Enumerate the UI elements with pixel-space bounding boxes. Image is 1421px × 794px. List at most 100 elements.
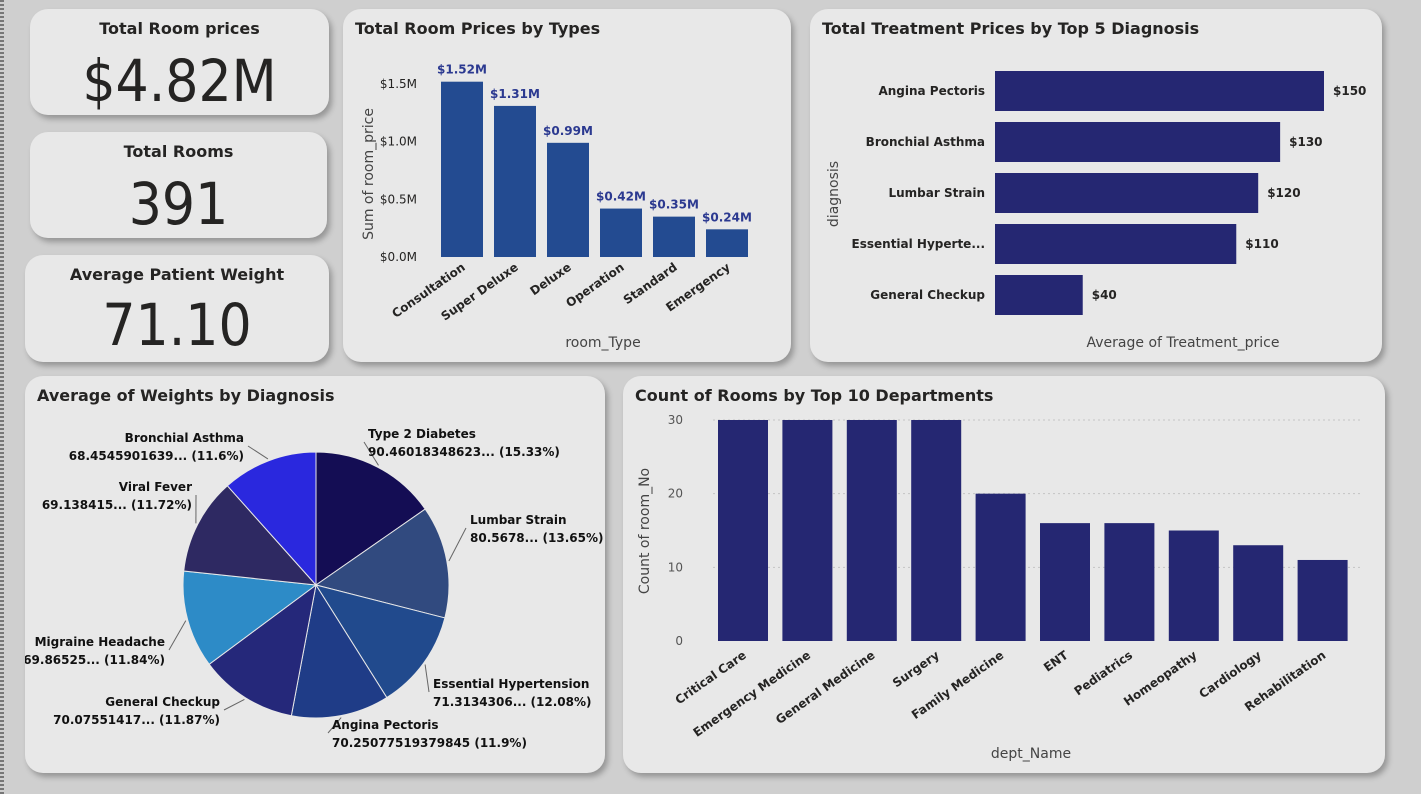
- y-tick-label: Essential Hyperte...: [852, 237, 985, 251]
- data-label: $0.42M: [596, 190, 646, 204]
- bar: [995, 71, 1324, 111]
- slice-label-name: General Checkup: [105, 695, 220, 709]
- x-tick-label: Operation: [563, 260, 626, 310]
- bar: [846, 420, 897, 641]
- slice-label-name: Type 2 Diabetes: [368, 427, 476, 441]
- room-prices-chart: $0.0M$0.5M$1.0M$1.5M$1.52MConsultation$1…: [361, 63, 752, 351]
- y-tick-label: $1.0M: [380, 135, 417, 149]
- bar: [547, 142, 589, 257]
- data-label: $110: [1245, 237, 1278, 251]
- pie-slice: [315, 451, 426, 586]
- data-label: $120: [1267, 186, 1300, 200]
- leader-line: [168, 620, 187, 651]
- pie-slice: [226, 451, 317, 587]
- slice-label-name: Migraine Headache: [35, 635, 165, 649]
- kpi-card-weight[interactable]: Average Patient Weight 71.10: [25, 255, 329, 362]
- x-axis-title: dept_Name: [991, 746, 1071, 762]
- y-tick-label: 20: [668, 487, 683, 501]
- chart-title: Average of Weights by Diagnosis: [37, 386, 335, 405]
- bar: [441, 81, 483, 258]
- weights-pie-card[interactable]: Average of Weights by Diagnosis Type 2 D…: [25, 376, 605, 773]
- bar: [706, 229, 748, 257]
- kpi-value: $4.82M: [82, 47, 277, 115]
- kpi-card-rooms[interactable]: Total Rooms 391: [30, 132, 327, 238]
- y-tick-label: 0: [675, 634, 683, 648]
- data-label: $0.24M: [702, 210, 752, 224]
- data-label: $130: [1289, 135, 1322, 149]
- kpi-value: 71.10: [102, 291, 252, 359]
- y-tick-label: $0.0M: [380, 250, 417, 264]
- y-axis-title: Sum of room_price: [361, 108, 377, 240]
- weights-pie-chart: Type 2 Diabetes 90.46018348623... (15.33%…: [25, 427, 603, 750]
- y-tick-label: $0.5M: [380, 192, 417, 206]
- bar: [1297, 559, 1348, 641]
- y-tick-label: Bronchial Asthma: [866, 135, 985, 149]
- treatment-prices-chart: Angina Pectoris $150 Bronchial Asthma $130 L…: [826, 71, 1366, 351]
- pie-slice: [208, 583, 317, 717]
- leader-line: [327, 717, 342, 734]
- bar: [1233, 545, 1284, 641]
- slice-label-name: Essential Hypertension: [433, 677, 589, 691]
- y-tick-label: 10: [668, 560, 683, 574]
- y-axis-title: diagnosis: [826, 161, 842, 227]
- pie-slice: [314, 508, 450, 619]
- chart-title: Total Room Prices by Types: [355, 19, 601, 38]
- bar: [995, 275, 1083, 315]
- slice-label-value: 80.5678... (13.65%): [470, 531, 603, 545]
- y-tick-label: Angina Pectoris: [878, 84, 985, 98]
- canvas-edge: [0, 0, 4, 794]
- chart-title: Total Treatment Prices by Top 5 Diagnosi…: [822, 19, 1200, 38]
- kpi-card-room-prices[interactable]: Total Room prices $4.82M: [30, 9, 329, 115]
- y-tick-label: $1.5M: [380, 77, 417, 91]
- pie-slice: [183, 485, 318, 586]
- slice-label-value: 90.46018348623... (15.33%): [368, 445, 560, 459]
- kpi-value: 391: [128, 170, 229, 238]
- rooms-by-dept-card[interactable]: Count of Rooms by Top 10 Departments 0 10…: [623, 376, 1385, 773]
- slice-label-value: 70.07551417... (11.87%): [53, 713, 220, 727]
- x-tick-label: Emergency Medicine: [691, 648, 814, 740]
- kpi-title: Total Rooms: [123, 142, 234, 161]
- y-tick-label: General Checkup: [870, 288, 985, 302]
- x-tick-label: Pediatrics: [1072, 648, 1136, 698]
- bar: [995, 122, 1281, 162]
- bar: [718, 420, 768, 641]
- treatment-prices-card[interactable]: Total Treatment Prices by Top 5 Diagnosi…: [810, 9, 1382, 362]
- bar: [494, 105, 536, 257]
- room-prices-card[interactable]: Total Room Prices by Types $0.0M $0.5M $1.…: [343, 9, 791, 362]
- data-label: $0.35M: [649, 198, 699, 212]
- y-tick-label: Lumbar Strain: [888, 186, 985, 200]
- slice-label-name: Bronchial Asthma: [125, 431, 244, 445]
- leader-line: [448, 527, 467, 562]
- kpi-title: Average Patient Weight: [69, 265, 285, 284]
- x-axis-title: room_Type: [565, 335, 640, 351]
- bar: [1040, 523, 1090, 641]
- pie-slice: [182, 570, 318, 665]
- slice-label-value: 68.4545901639... (11.6%): [69, 449, 244, 463]
- data-label: $150: [1333, 84, 1366, 98]
- y-tick-label: 30: [668, 413, 683, 427]
- bar: [653, 216, 695, 257]
- leader-line: [223, 698, 245, 711]
- y-axis-title: Count of room_No: [637, 468, 653, 594]
- kpi-title: Total Room prices: [99, 19, 260, 38]
- leader-line: [363, 441, 379, 466]
- x-tick-label: Surgery: [890, 648, 942, 690]
- bar: [975, 493, 1026, 641]
- slice-label-name: Viral Fever: [119, 480, 192, 494]
- data-label: $1.31M: [490, 87, 540, 101]
- pie-slice: [314, 584, 446, 699]
- bar: [1168, 530, 1219, 641]
- x-tick-label: ENT: [1041, 648, 1071, 675]
- leader-line: [424, 664, 430, 693]
- chart-title: Count of Rooms by Top 10 Departments: [635, 386, 994, 405]
- x-tick-label: Cardiology: [1196, 648, 1264, 701]
- slice-label-value: 69.86525... (11.84%): [25, 653, 165, 667]
- slice-label-name: Lumbar Strain: [470, 513, 567, 527]
- x-tick-label: Deluxe: [527, 260, 573, 298]
- leader-line: [247, 445, 269, 460]
- bar: [782, 420, 833, 641]
- slice-label-name: Angina Pectoris: [332, 718, 439, 732]
- pie-slice: [290, 583, 388, 719]
- slice-label-value: 70.25077519379845 (11.9%): [332, 736, 527, 750]
